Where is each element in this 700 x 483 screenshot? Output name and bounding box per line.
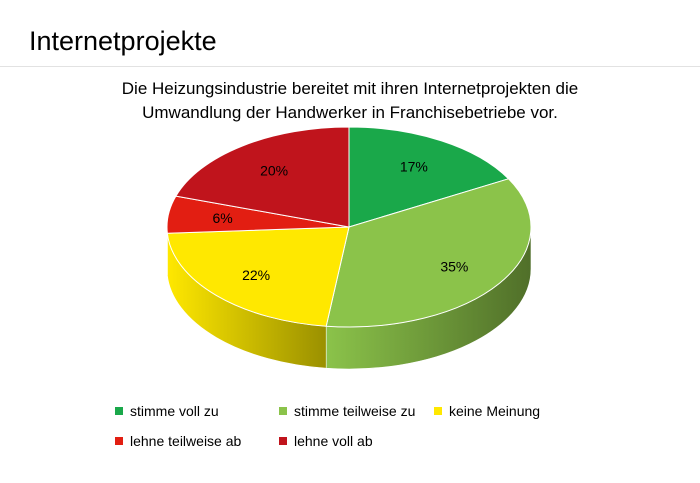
legend-item-stimme-teilweise-zu: stimme teilweise zu: [279, 403, 415, 419]
legend-swatch: [115, 407, 123, 415]
data-label-lehne-teilweise-ab: 6%: [212, 210, 232, 226]
data-label-lehne-voll-ab: 20%: [260, 162, 288, 178]
legend-label: stimme teilweise zu: [294, 403, 416, 419]
chart-title-line-2: Umwandlung der Handwerker in Franchisebe…: [142, 103, 558, 122]
legend-swatch: [115, 437, 123, 445]
legend-label: lehne voll ab: [294, 433, 373, 449]
pie-slice-lehne-voll-ab: [175, 126, 350, 228]
legend-label: keine Meinung: [449, 403, 541, 419]
legend-label: stimme voll zu: [130, 403, 219, 419]
legend-item-lehne-voll-ab: lehne voll ab: [279, 433, 373, 449]
legend-swatch: [279, 407, 287, 415]
legend-label: lehne teilweise ab: [130, 433, 242, 449]
chart-title-line-1: Die Heizungsindustrie bereitet mit ihren…: [121, 79, 579, 98]
pie-slice-stimme-teilweise-zu: [325, 178, 532, 328]
data-label-stimme-voll-zu: 17%: [400, 159, 428, 175]
chart-title: Die Heizungsindustrie bereitet mit ihren…: [0, 77, 700, 125]
pie-slices: [166, 126, 532, 328]
pie-slice-keine-Meinung: [166, 226, 350, 327]
pie-data-labels: 17% 35% 22% 6% 20%: [212, 159, 468, 283]
slide-title: Internetprojekte: [29, 26, 217, 56]
legend-swatch: [279, 437, 287, 445]
legend-item-stimme-voll-zu: stimme voll zu: [115, 403, 219, 419]
legend-item-keine-meinung: keine Meinung: [434, 403, 540, 419]
data-label-keine-Meinung: 22%: [242, 267, 270, 283]
pie-slice-stimme-voll-zu: [348, 126, 510, 228]
title-divider: [0, 66, 700, 67]
data-label-stimme-teilweise-zu: 35%: [440, 258, 468, 274]
legend-item-lehne-teilweise-ab: lehne teilweise ab: [115, 433, 241, 449]
legend-swatch: [434, 407, 442, 415]
